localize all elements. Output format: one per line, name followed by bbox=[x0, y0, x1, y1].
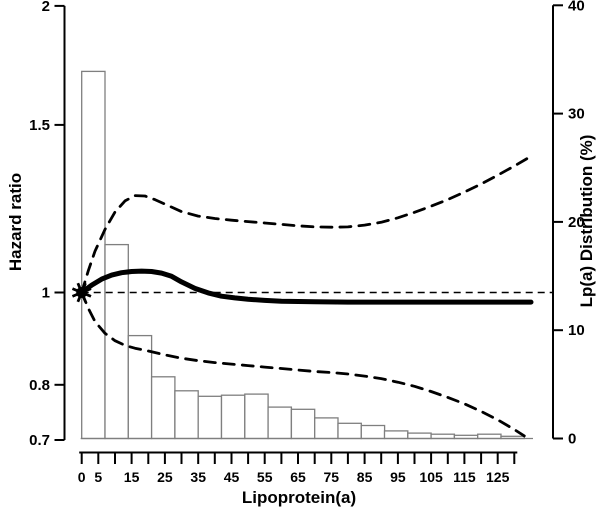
histogram-bar bbox=[383, 430, 409, 440]
x-axis-tick-label: 95 bbox=[390, 469, 406, 485]
x-axis: 0 5 15 25 35 45 55 65 75 85 95 105 115 125 bbox=[78, 451, 518, 485]
histogram-bars bbox=[80, 70, 533, 440]
x-axis-tick-label: 115 bbox=[453, 469, 476, 485]
x-axis-tick-label: 5 bbox=[94, 469, 102, 485]
x-axis-tick-label: 0 bbox=[78, 469, 86, 485]
x-axis-tick-label: 55 bbox=[257, 469, 273, 485]
histogram-bar bbox=[290, 408, 316, 440]
right-axis-tick-label: 40 bbox=[568, 0, 585, 14]
x-axis-tick-label: 15 bbox=[124, 469, 140, 485]
histogram-bar bbox=[244, 393, 269, 440]
lower-ci-curve bbox=[80, 291, 526, 438]
histogram-bar bbox=[314, 417, 339, 440]
histogram-bar bbox=[197, 395, 223, 440]
x-axis-tick-label: 125 bbox=[486, 469, 510, 485]
x-axis-tick-label: 35 bbox=[190, 469, 206, 485]
histogram-bar bbox=[220, 394, 246, 440]
upper-ci-curve bbox=[80, 154, 533, 294]
left-axis-tick-label: 1 bbox=[42, 285, 50, 302]
left-axis: 2 1.5 1 0.8 0.7 bbox=[29, 0, 66, 449]
right-axis: 40 30 20 10 0 bbox=[552, 0, 585, 448]
y-axis-left-title: Hazard ratio bbox=[6, 173, 25, 271]
histogram-bar bbox=[267, 406, 293, 440]
right-axis-tick-label: 0 bbox=[568, 431, 576, 448]
left-axis-tick-label: 1.5 bbox=[29, 117, 50, 134]
y-axis-right-title: Lp(a) Distribution (%) bbox=[577, 135, 596, 308]
histogram-bar bbox=[150, 376, 176, 440]
left-axis-tick-label: 0.8 bbox=[29, 377, 50, 394]
star-center bbox=[76, 287, 88, 298]
x-axis-tick-label: 85 bbox=[357, 469, 373, 485]
histogram-bar bbox=[337, 422, 362, 440]
left-axis-tick-label: 0.7 bbox=[29, 432, 50, 449]
x-axis-tick-label: 105 bbox=[419, 469, 443, 485]
right-axis-tick-label: 20 bbox=[568, 214, 585, 231]
histogram-bar bbox=[174, 390, 199, 440]
hazard-ratio-curve bbox=[79, 268, 534, 305]
x-axis-tick-label: 25 bbox=[157, 469, 173, 485]
origin-star-marker bbox=[72, 282, 92, 303]
right-axis-tick-label: 30 bbox=[568, 106, 585, 123]
x-axis-title: Lipoprotein(a) bbox=[242, 488, 356, 507]
x-axis-tick-label: 65 bbox=[290, 469, 306, 485]
right-axis-tick-label: 10 bbox=[568, 322, 585, 339]
histogram-bar bbox=[407, 432, 432, 440]
x-axis-tick-label: 45 bbox=[224, 469, 240, 485]
x-axis-tick-label: 75 bbox=[324, 469, 340, 485]
left-axis-tick-label: 2 bbox=[42, 0, 50, 15]
histogram-bar bbox=[360, 424, 386, 440]
